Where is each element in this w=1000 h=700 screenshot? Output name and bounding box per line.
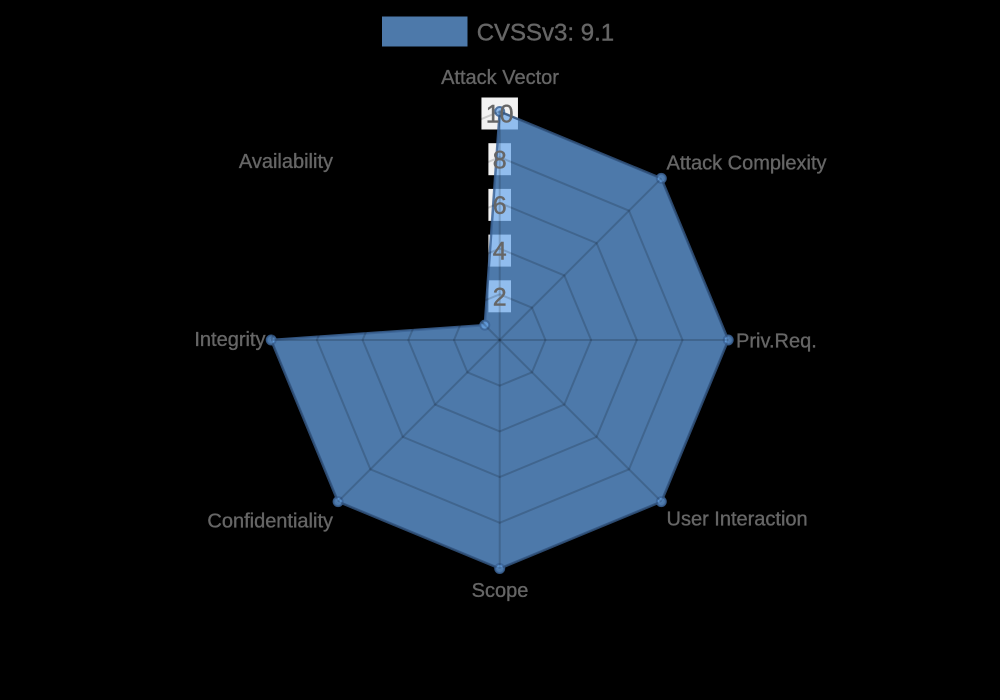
- svg-text:6: 6: [493, 192, 507, 220]
- svg-text:User Interaction: User Interaction: [667, 509, 808, 531]
- svg-text:8: 8: [493, 146, 507, 174]
- svg-text:CVSSv3: 9.1: CVSSv3: 9.1: [477, 19, 614, 46]
- svg-text:Integrity: Integrity: [194, 329, 265, 351]
- svg-text:Availability: Availability: [239, 151, 333, 173]
- svg-text:10: 10: [486, 101, 514, 129]
- svg-text:2: 2: [493, 283, 507, 311]
- svg-text:Confidentiality: Confidentiality: [207, 510, 333, 532]
- svg-text:Attack Vector: Attack Vector: [441, 67, 559, 89]
- svg-text:Scope: Scope: [472, 580, 529, 602]
- svg-text:Priv.Req.: Priv.Req.: [736, 330, 817, 352]
- svg-text:4: 4: [493, 238, 507, 266]
- svg-text:Attack Complexity: Attack Complexity: [667, 152, 827, 174]
